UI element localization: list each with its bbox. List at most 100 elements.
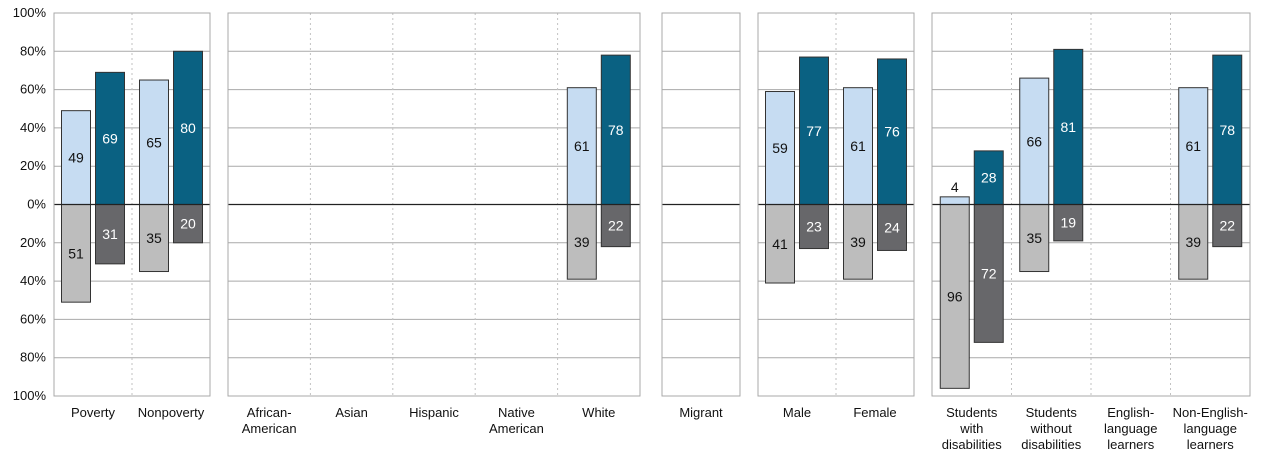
category-label: Native American	[489, 405, 544, 436]
category-label: Poverty	[71, 405, 116, 420]
category-label-line: without	[1030, 421, 1073, 436]
bar-value-label: 77	[806, 123, 822, 139]
category-label-line: learners	[1107, 437, 1154, 452]
bar-negative	[1053, 204, 1084, 242]
category-label-line: African-	[247, 405, 292, 420]
bar-value-label: 76	[884, 124, 900, 140]
bar-value-label: 19	[1060, 215, 1076, 231]
bar-value-label: 61	[850, 138, 866, 154]
bar-positive	[1178, 87, 1209, 205]
bar-value-label: 81	[1060, 119, 1076, 135]
y-tick-label: 20%	[20, 235, 46, 250]
category-label-line: Migrant	[679, 405, 723, 420]
category-label: English-language learners	[1104, 405, 1158, 452]
bar-positive	[566, 87, 597, 205]
y-tick-label: 40%	[20, 120, 46, 135]
category-label: White	[582, 405, 615, 420]
bar-negative	[799, 204, 829, 250]
bar-negative	[1212, 204, 1243, 248]
bar-value-label: 61	[1185, 138, 1201, 154]
category-label-line: disabilities	[1021, 437, 1081, 452]
category-label-line: Hispanic	[409, 405, 459, 420]
category-label-line: White	[582, 405, 615, 420]
category-label-line: Nonpoverty	[138, 405, 205, 420]
bar-value-label: 4	[951, 179, 959, 195]
bar-negative	[877, 204, 907, 251]
category-label-line: English-	[1107, 405, 1154, 420]
bar-positive	[1019, 77, 1050, 205]
bar-negative	[765, 204, 795, 284]
bar-value-label: 23	[806, 219, 822, 235]
bar-value-label: 65	[146, 134, 162, 150]
category-label-line: Asian	[335, 405, 368, 420]
bar-negative	[95, 204, 125, 265]
bar-positive	[877, 58, 907, 205]
category-label-line: Female	[853, 405, 896, 420]
panel-frame	[53, 12, 211, 397]
bar-value-label: 80	[180, 120, 196, 136]
category-label-line: Students	[1026, 405, 1078, 420]
category-label-line: language	[1104, 421, 1158, 436]
y-tick-label: 60%	[20, 311, 46, 326]
y-tick-label: 100%	[13, 5, 47, 20]
bar-value-label: 39	[1185, 234, 1201, 250]
category-label-line: American	[489, 421, 544, 436]
bar-value-label: 39	[850, 234, 866, 250]
bar-value-label: 59	[772, 140, 788, 156]
bar-positive	[799, 56, 829, 205]
category-label-line: language	[1184, 421, 1238, 436]
category-label-line: Non-English-	[1173, 405, 1248, 420]
y-tick-label: 80%	[20, 350, 46, 365]
bar-positive	[973, 150, 1004, 206]
category-label: Migrant	[679, 405, 723, 420]
bar-value-label: 51	[68, 245, 84, 261]
category-label-line: American	[242, 421, 297, 436]
category-label: Male	[783, 405, 811, 420]
category-label: Students with disabilities	[942, 405, 1002, 452]
bar-value-label: 28	[981, 170, 997, 186]
bar-positive	[765, 91, 795, 205]
bar-negative	[1019, 204, 1050, 273]
bar-value-label: 61	[574, 138, 590, 154]
bar-value-label: 72	[981, 265, 997, 281]
category-label-line: Poverty	[71, 405, 116, 420]
bar-positive	[1212, 54, 1243, 205]
bar-negative	[939, 204, 970, 389]
category-label: Nonpoverty	[138, 405, 205, 420]
bar-positive	[95, 71, 125, 205]
bar-negative	[139, 204, 169, 273]
bar-positive	[600, 54, 631, 205]
bar-value-label: 66	[1026, 133, 1042, 149]
category-label: African-American	[242, 405, 297, 436]
bar-value-label: 39	[574, 234, 590, 250]
category-label: Asian	[335, 405, 368, 420]
bar-negative	[843, 204, 873, 280]
panel-frame	[661, 12, 741, 397]
bar-value-label: 24	[884, 219, 900, 235]
bar-value-label: 78	[608, 122, 624, 138]
category-label: Female	[853, 405, 896, 420]
bar-value-label: 49	[68, 150, 84, 166]
bar-value-label: 78	[1219, 122, 1235, 138]
category-label: Students without disabilities	[1021, 405, 1081, 452]
bar-value-label: 96	[947, 288, 963, 304]
y-tick-label: 40%	[20, 273, 46, 288]
y-tick-label: 100%	[13, 388, 47, 403]
category-label-line: disabilities	[942, 437, 1002, 452]
bar-positive	[1053, 48, 1084, 206]
y-tick-label: 60%	[20, 82, 46, 97]
bar-value-label: 35	[146, 230, 162, 246]
panel-frame	[757, 12, 915, 397]
category-label: Hispanic	[409, 405, 459, 420]
y-tick-label: 0%	[27, 197, 46, 212]
bar-positive	[61, 110, 91, 205]
category-label-line: Students	[946, 405, 998, 420]
bar-value-label: 31	[102, 226, 118, 242]
panel-frame	[227, 12, 641, 397]
bar-value-label: 22	[608, 218, 624, 234]
bar-positive	[173, 50, 203, 205]
bar-value-label: 35	[1026, 230, 1042, 246]
panel-frame	[931, 12, 1251, 397]
bar-value-label: 41	[772, 236, 788, 252]
